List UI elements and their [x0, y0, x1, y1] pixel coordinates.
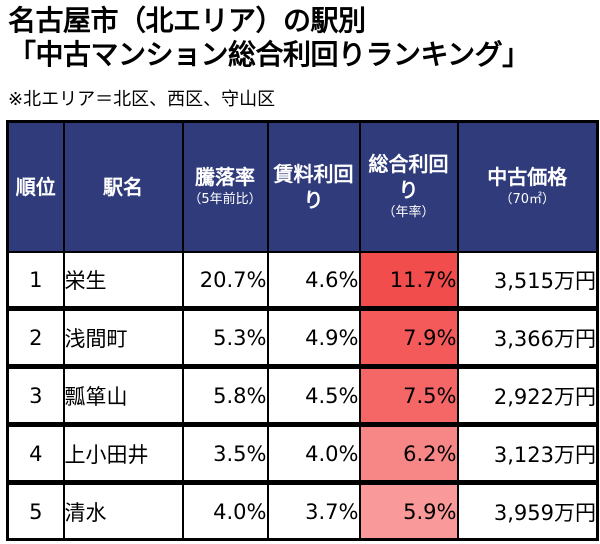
header-row: 順位 駅名 騰落率 （5年前比） 賃料利回り 総合利回り （年率） 中古価格 （… [6, 120, 599, 253]
drop-rate-cell: 3.5% [181, 422, 269, 484]
station-cell: 瓢箪山 [62, 364, 184, 426]
rent-yield-cell: 4.5% [266, 364, 361, 426]
rank-cell: 1 [6, 251, 65, 310]
price-cell: 2,922万円 [456, 364, 599, 426]
rank-cell: 4 [6, 422, 65, 484]
station-cell: 浅間町 [62, 306, 184, 368]
rent-yield-cell: 4.9% [266, 306, 361, 368]
rank-cell: 2 [6, 306, 65, 368]
table-row: 4 上小田井 3.5% 4.0% 6.2% 3,123万円 [6, 422, 599, 484]
total-yield-cell: 11.7% [358, 251, 459, 310]
header-total-main: 総合利回り [368, 152, 449, 202]
station-cell: 清水 [62, 480, 184, 541]
rent-yield-cell: 4.0% [266, 422, 361, 484]
header-rank: 順位 [6, 120, 65, 253]
table-row: 2 浅間町 5.3% 4.9% 7.9% 3,366万円 [6, 306, 599, 368]
price-cell: 3,366万円 [456, 306, 599, 368]
header-price-sub: （70㎡） [499, 192, 556, 207]
drop-rate-cell: 5.8% [181, 364, 269, 426]
rank-cell: 3 [6, 364, 65, 426]
header-drop-main: 騰落率 [195, 165, 255, 189]
drop-rate-cell: 20.7% [181, 251, 269, 310]
total-yield-cell: 7.9% [358, 306, 459, 368]
total-yield-cell: 6.2% [358, 422, 459, 484]
drop-rate-cell: 4.0% [181, 480, 269, 541]
header-drop-sub: （5年前比） [188, 192, 262, 207]
rent-yield-cell: 4.6% [266, 251, 361, 310]
rent-yield-cell: 3.7% [266, 480, 361, 541]
page-title-line1: 名古屋市（北エリア）の駅別 [8, 4, 366, 37]
table-row: 3 瓢箪山 5.8% 4.5% 7.5% 2,922万円 [6, 364, 599, 426]
area-note: ※北エリア＝北区、西区、守山区 [8, 89, 276, 110]
drop-rate-cell: 5.3% [181, 306, 269, 368]
station-cell: 上小田井 [62, 422, 184, 484]
header-drop-rate: 騰落率 （5年前比） [181, 120, 269, 253]
total-yield-cell: 5.9% [358, 480, 459, 541]
header-price: 中古価格 （70㎡） [456, 120, 599, 253]
rank-cell: 5 [6, 480, 65, 541]
header-total-sub: （年率） [382, 205, 435, 220]
total-yield-cell: 7.5% [358, 364, 459, 426]
header-rent-yield: 賃料利回り [266, 120, 361, 253]
header-station: 駅名 [62, 120, 184, 253]
header-total-yield: 総合利回り （年率） [358, 120, 459, 253]
table-row: 5 清水 4.0% 3.7% 5.9% 3,959万円 [6, 480, 599, 541]
station-cell: 栄生 [62, 251, 184, 310]
title-block: 名古屋市（北エリア）の駅別 「中古マンション総合利回りランキング」 [8, 4, 598, 72]
header-price-main: 中古価格 [487, 165, 568, 189]
price-cell: 3,123万円 [456, 422, 599, 484]
price-cell: 3,959万円 [456, 480, 599, 541]
table-row: 1 栄生 20.7% 4.6% 11.7% 3,515万円 [6, 251, 599, 310]
price-cell: 3,515万円 [456, 251, 599, 310]
page-title-line2: 「中古マンション総合利回りランキング」 [8, 38, 530, 71]
ranking-table: 順位 駅名 騰落率 （5年前比） 賃料利回り 総合利回り （年率） 中古価格 （… [6, 120, 599, 541]
